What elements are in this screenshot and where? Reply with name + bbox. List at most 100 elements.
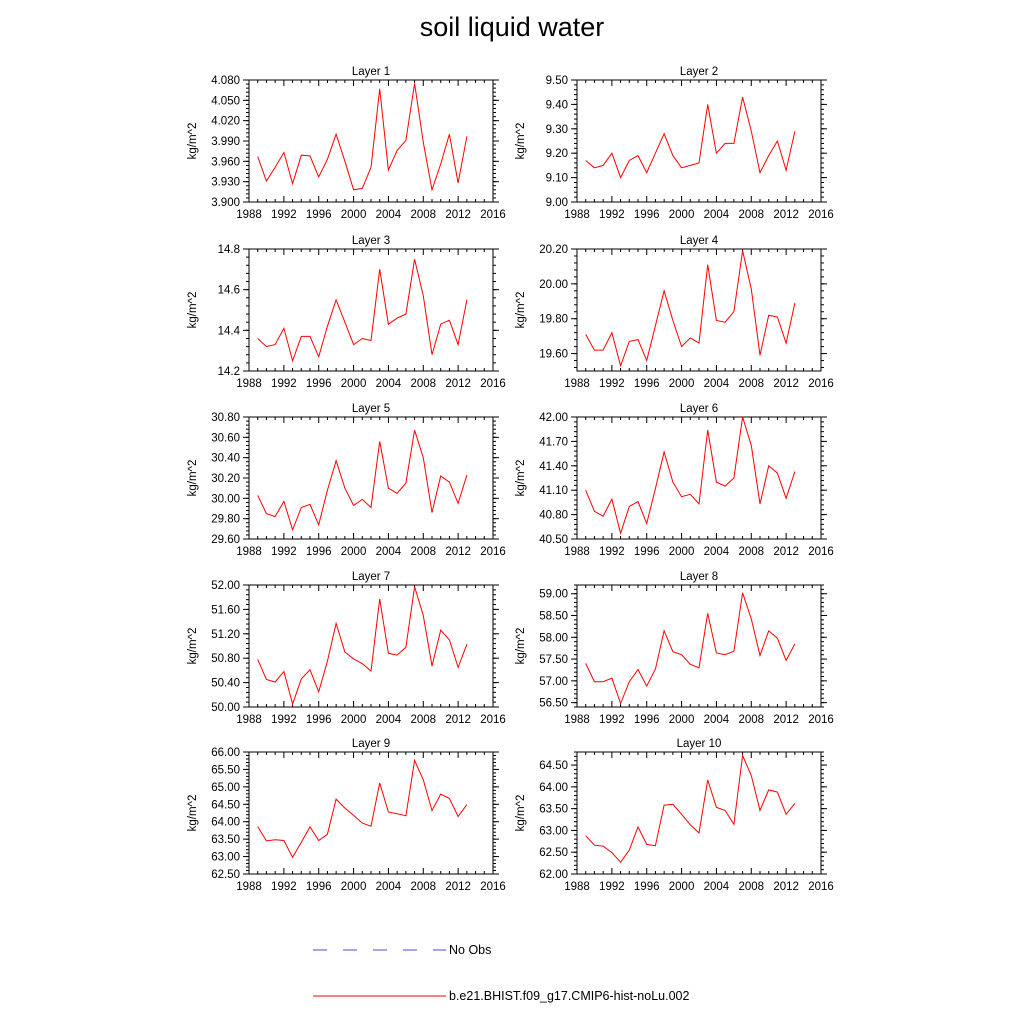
y-tick-label: 29.60 — [211, 534, 240, 546]
y-tick-label: 41.70 — [539, 436, 568, 448]
y-tick-label: 50.00 — [211, 702, 240, 714]
x-tick-label: 2000 — [669, 714, 695, 726]
chart-panel-2: Layer 2 1988 1992 1996 2000 2004 2008 2012 2016 9… — [515, 66, 834, 221]
x-tick-label: 2012 — [773, 714, 799, 726]
y-axis-label: kg/m^2 — [515, 292, 527, 329]
legend: No Obs b.e21.BHIST.f09_g17.CMIP6-hist-noL… — [313, 943, 689, 1003]
y-tick-label: 4.050 — [211, 95, 240, 107]
y-tick-label: 30.00 — [211, 493, 240, 505]
y-axis-label: kg/m^2 — [187, 795, 199, 832]
y-tick-label: 51.60 — [211, 604, 240, 616]
plot-frame — [576, 584, 822, 708]
y-tick-label: 51.20 — [211, 629, 240, 641]
x-tick-label: 1992 — [599, 209, 625, 221]
x-tick-label: 1996 — [634, 378, 660, 390]
x-tick-label: 1996 — [306, 209, 332, 221]
x-tick-label: 2012 — [445, 378, 471, 390]
x-tick-label: 2012 — [445, 546, 471, 558]
y-tick-label: 65.50 — [211, 764, 240, 776]
x-tick-label: 2008 — [410, 714, 436, 726]
x-tick-label: 2008 — [738, 714, 764, 726]
x-tick-label: 2004 — [376, 209, 402, 221]
y-tick-label: 20.00 — [539, 279, 568, 291]
x-tick-label: 2016 — [480, 714, 506, 726]
chart-panel-10: Layer 10 1988 1992 1996 2000 2004 2008 2012 2016… — [515, 738, 834, 893]
x-tick-label: 2008 — [410, 881, 436, 893]
x-tick-label: 1992 — [271, 546, 297, 558]
x-tick-label: 2008 — [410, 378, 436, 390]
x-tick-label: 1988 — [564, 546, 590, 558]
x-tick-label: 2004 — [376, 881, 402, 893]
y-tick-label: 63.00 — [539, 825, 568, 837]
x-tick-label: 1996 — [634, 881, 660, 893]
x-tick-label: 2000 — [341, 546, 367, 558]
x-tick-label: 1988 — [564, 378, 590, 390]
x-tick-label: 2008 — [410, 209, 436, 221]
y-axis-label: kg/m^2 — [515, 123, 527, 160]
chart-panel-8: Layer 8 1988 1992 1996 2000 2004 2008 2012 2016 5… — [515, 571, 834, 726]
x-tick-label: 1988 — [236, 209, 262, 221]
y-tick-label: 41.10 — [539, 485, 568, 497]
y-tick-label: 14.6 — [218, 285, 240, 297]
x-tick-label: 1992 — [599, 714, 625, 726]
y-tick-label: 9.10 — [546, 173, 568, 185]
x-tick-label: 2000 — [669, 378, 695, 390]
panel-title: Layer 3 — [352, 235, 390, 247]
chart-panel-6: Layer 6 1988 1992 1996 2000 2004 2008 2012 2016 4… — [515, 403, 834, 558]
chart-panel-9: Layer 9 1988 1992 1996 2000 2004 2008 2012 2016 6… — [187, 738, 506, 893]
y-tick-label: 58.50 — [539, 611, 568, 623]
y-tick-label: 19.80 — [539, 314, 568, 326]
x-tick-label: 2012 — [445, 881, 471, 893]
y-tick-label: 9.40 — [546, 99, 568, 111]
y-axis-label: kg/m^2 — [515, 795, 527, 832]
y-tick-label: 63.50 — [539, 804, 568, 816]
y-tick-label: 62.00 — [539, 869, 568, 881]
x-tick-label: 2016 — [480, 881, 506, 893]
x-tick-label: 2000 — [669, 546, 695, 558]
x-tick-label: 1988 — [236, 378, 262, 390]
y-tick-label: 9.00 — [546, 197, 568, 209]
x-tick-label: 2012 — [445, 714, 471, 726]
y-tick-label: 66.00 — [211, 747, 240, 759]
x-tick-label: 2000 — [669, 881, 695, 893]
y-tick-label: 50.40 — [211, 678, 240, 690]
plot-frame — [576, 751, 822, 875]
panel-title: Layer 10 — [677, 738, 722, 750]
x-tick-label: 1992 — [271, 209, 297, 221]
y-tick-label: 57.00 — [539, 676, 568, 688]
x-tick-label: 1996 — [306, 546, 332, 558]
y-tick-label: 57.50 — [539, 654, 568, 666]
series-line — [257, 586, 468, 706]
y-tick-label: 14.4 — [218, 325, 241, 337]
y-tick-label: 64.00 — [539, 782, 568, 794]
y-tick-label: 63.00 — [211, 852, 240, 864]
y-tick-label: 30.40 — [211, 453, 240, 465]
y-tick-label: 59.00 — [539, 589, 568, 601]
x-tick-label: 1996 — [634, 209, 660, 221]
plot-frame — [248, 416, 494, 540]
x-tick-label: 2016 — [480, 546, 506, 558]
y-tick-label: 3.900 — [211, 197, 240, 209]
y-tick-label: 64.50 — [539, 760, 568, 772]
legend-label-1: No Obs — [449, 943, 491, 957]
x-tick-label: 2012 — [773, 209, 799, 221]
x-tick-label: 2004 — [704, 209, 730, 221]
y-axis-label: kg/m^2 — [187, 292, 199, 329]
plot-frame — [576, 248, 822, 372]
x-tick-label: 2004 — [704, 881, 730, 893]
y-tick-label: 19.60 — [539, 349, 568, 361]
panel-title: Layer 9 — [352, 738, 390, 750]
x-tick-label: 2016 — [480, 209, 506, 221]
series-line — [585, 416, 796, 536]
x-tick-label: 2012 — [773, 378, 799, 390]
x-tick-label: 1992 — [599, 881, 625, 893]
y-tick-label: 40.50 — [539, 534, 568, 546]
series-line — [257, 259, 468, 363]
panel-title: Layer 4 — [680, 235, 719, 247]
figure-title: soil liquid water — [419, 12, 605, 42]
series-line — [585, 753, 796, 863]
y-tick-label: 14.8 — [218, 244, 240, 256]
y-tick-label: 63.50 — [211, 834, 240, 846]
chart-panel-4: Layer 4 1988 1992 1996 2000 2004 2008 2012 2016 1… — [515, 235, 834, 390]
